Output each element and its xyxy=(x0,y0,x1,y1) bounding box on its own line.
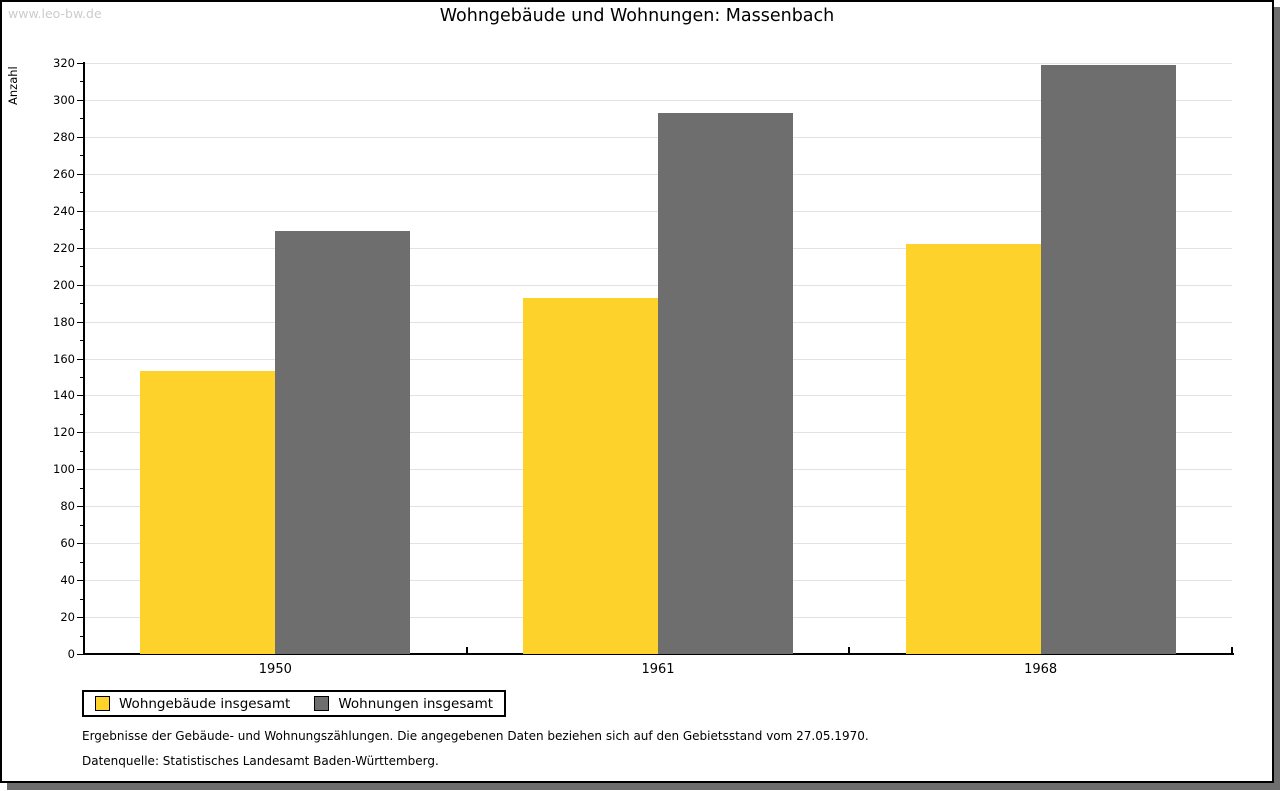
y-axis-tick xyxy=(77,358,84,360)
bar-1961-wohngebaeude xyxy=(523,297,658,654)
y-axis-tick xyxy=(77,247,84,249)
y-axis-minor-tick xyxy=(80,598,84,600)
y-axis-tick-label: 40 xyxy=(60,573,75,588)
bar-1968-wohnungen xyxy=(1040,64,1176,654)
y-axis-minor-tick xyxy=(80,340,84,342)
y-axis-minor-tick xyxy=(80,561,84,563)
y-axis-tick-label: 180 xyxy=(53,314,75,329)
y-axis-tick xyxy=(77,617,84,619)
y-axis-tick xyxy=(77,321,84,323)
chart-title: Wohngebäude und Wohnungen: Massenbach xyxy=(439,6,835,26)
y-axis-minor-tick xyxy=(80,413,84,415)
legend-swatch-wohnungen-icon xyxy=(314,696,330,711)
y-axis-tick-label: 60 xyxy=(60,536,75,551)
legend-item-wohngebaeude: Wohngebäude insgesamt xyxy=(95,696,290,712)
y-axis-tick-label: 0 xyxy=(67,647,75,661)
y-axis-minor-tick xyxy=(80,524,84,526)
y-axis-tick xyxy=(77,543,84,545)
y-axis-tick-label: 160 xyxy=(53,351,75,366)
y-axis-tick-label: 140 xyxy=(53,388,75,403)
y-axis-tick-label: 100 xyxy=(53,462,75,477)
legend-swatch-wohngebaeude-icon xyxy=(95,696,110,711)
y-axis-line xyxy=(83,62,85,655)
x-axis-tick-label: 1950 xyxy=(258,662,292,677)
gridline xyxy=(85,99,1232,101)
y-axis-tick-label: 200 xyxy=(53,277,75,292)
footnote-line1: Ergebnisse der Gebäude- und Wohnungszähl… xyxy=(82,729,869,743)
y-axis-tick-label: 260 xyxy=(53,166,75,181)
y-axis-minor-tick xyxy=(80,487,84,489)
y-axis-tick xyxy=(77,136,84,138)
gridline xyxy=(85,63,1232,64)
y-axis-tick xyxy=(77,99,84,101)
y-axis-tick-label: 20 xyxy=(60,610,75,625)
x-axis-tick-label: 1968 xyxy=(1024,662,1058,677)
bar-1961-wohnungen xyxy=(658,112,793,654)
y-axis-minor-tick xyxy=(80,229,84,231)
y-axis-tick-label: 280 xyxy=(53,129,75,144)
y-axis-tick-label: 320 xyxy=(53,56,75,70)
y-axis-minor-tick xyxy=(80,155,84,157)
y-axis-tick xyxy=(77,469,84,471)
y-axis-tick xyxy=(77,395,84,397)
bar-1950-wohnungen xyxy=(275,231,411,654)
y-axis-minor-tick xyxy=(80,450,84,452)
y-axis-tick-label: 120 xyxy=(53,425,75,440)
x-axis-boundary-tick xyxy=(1231,647,1233,654)
y-axis-tick xyxy=(77,173,84,175)
y-axis-tick xyxy=(77,506,84,508)
x-axis-line xyxy=(83,653,1234,655)
watermark: www.leo-bw.de xyxy=(8,6,102,21)
y-axis-tick-label: 80 xyxy=(60,499,75,514)
y-axis-tick xyxy=(77,654,84,655)
y-axis-minor-tick xyxy=(80,635,84,637)
legend-item-wohnungen: Wohnungen insgesamt xyxy=(314,696,493,712)
y-axis-tick xyxy=(77,432,84,434)
footnote-line2: Datenquelle: Statistisches Landesamt Bad… xyxy=(82,754,439,768)
y-axis-tick xyxy=(77,284,84,286)
y-axis-minor-tick xyxy=(80,118,84,120)
y-axis-tick-label: 220 xyxy=(53,240,75,255)
bar-1950-wohngebaeude xyxy=(140,371,276,654)
legend-label-wohnungen: Wohnungen insgesamt xyxy=(338,695,494,712)
legend-label-wohngebaeude: Wohngebäude insgesamt xyxy=(119,695,291,712)
y-axis-minor-tick xyxy=(80,266,84,268)
y-axis-tick xyxy=(77,63,84,64)
y-axis-minor-tick xyxy=(80,192,84,194)
y-axis-tick xyxy=(77,210,84,212)
y-axis-tick-label: 300 xyxy=(53,92,75,107)
legend: Wohngebäude insgesamt Wohnungen insgesam… xyxy=(82,690,507,717)
y-axis-minor-tick xyxy=(80,303,84,305)
bar-1968-wohngebaeude xyxy=(905,243,1041,654)
x-axis-tick-label: 1961 xyxy=(641,662,675,677)
y-axis-tick-label: 240 xyxy=(53,203,75,218)
plot-area: 0 20 40 60 80 100 120 140 160 180 200 220 240 260 280 3… xyxy=(2,2,1272,781)
x-axis-boundary-tick xyxy=(465,647,468,654)
y-axis-minor-tick xyxy=(80,81,84,83)
y-axis-tick xyxy=(77,580,84,582)
x-axis-boundary-tick xyxy=(848,647,851,654)
y-axis-minor-tick xyxy=(80,376,84,378)
